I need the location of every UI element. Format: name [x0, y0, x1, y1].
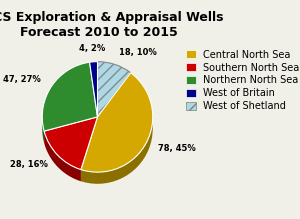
Wedge shape	[81, 73, 153, 172]
Text: UKCS Exploration & Appraisal Wells
Forecast 2010 to 2015: UKCS Exploration & Appraisal Wells Forec…	[0, 11, 224, 39]
Text: 47, 27%: 47, 27%	[3, 75, 40, 84]
Polygon shape	[44, 131, 81, 181]
Text: 28, 16%: 28, 16%	[10, 160, 48, 169]
Wedge shape	[42, 62, 98, 131]
Legend: Central North Sea, Southern North Sea, Northern North Sea, West of Britain, West: Central North Sea, Southern North Sea, N…	[185, 49, 300, 112]
Text: 78, 45%: 78, 45%	[158, 144, 196, 153]
Polygon shape	[42, 117, 44, 143]
Wedge shape	[44, 117, 98, 170]
Text: 18, 10%: 18, 10%	[119, 48, 157, 57]
Text: 4, 2%: 4, 2%	[80, 44, 106, 53]
Wedge shape	[90, 62, 98, 117]
Wedge shape	[98, 62, 131, 117]
Polygon shape	[81, 117, 153, 184]
